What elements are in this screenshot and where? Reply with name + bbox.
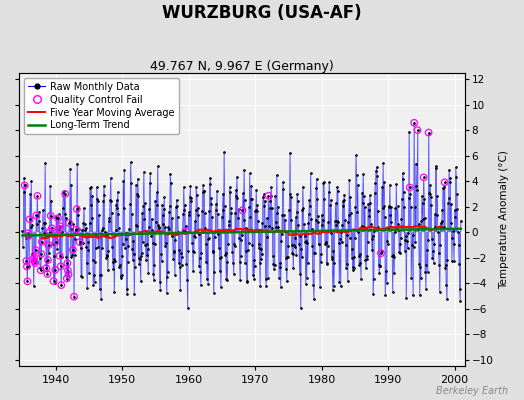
Point bbox=[70, 294, 78, 300]
Point bbox=[57, 282, 66, 288]
Legend: Raw Monthly Data, Quality Control Fail, Five Year Moving Average, Long-Term Tren: Raw Monthly Data, Quality Control Fail, … bbox=[24, 78, 179, 134]
Point bbox=[25, 233, 33, 239]
Point bbox=[181, 228, 190, 234]
Point bbox=[43, 271, 52, 277]
Point bbox=[24, 230, 32, 236]
Point bbox=[424, 129, 433, 136]
Point bbox=[30, 254, 38, 261]
Point bbox=[264, 192, 272, 199]
Point bbox=[37, 251, 46, 257]
Title: 49.767 N, 9.967 E (Germany): 49.767 N, 9.967 E (Germany) bbox=[150, 60, 334, 73]
Point bbox=[410, 120, 418, 126]
Point bbox=[38, 239, 46, 245]
Point bbox=[64, 272, 73, 278]
Point bbox=[54, 215, 62, 221]
Point bbox=[69, 247, 77, 253]
Point bbox=[377, 250, 385, 256]
Point bbox=[72, 226, 80, 233]
Point bbox=[406, 184, 414, 191]
Text: WURZBURG (USA-AF): WURZBURG (USA-AF) bbox=[162, 4, 362, 22]
Point bbox=[31, 247, 40, 253]
Y-axis label: Temperature Anomaly (°C): Temperature Anomaly (°C) bbox=[499, 150, 509, 289]
Point bbox=[65, 220, 73, 226]
Point bbox=[42, 265, 50, 271]
Point bbox=[419, 174, 428, 181]
Point bbox=[57, 263, 65, 270]
Point bbox=[51, 238, 60, 245]
Point bbox=[56, 253, 64, 259]
Point bbox=[30, 258, 39, 265]
Point bbox=[61, 191, 69, 197]
Point bbox=[33, 193, 41, 199]
Point bbox=[64, 267, 72, 274]
Point bbox=[73, 206, 81, 212]
Point bbox=[49, 278, 58, 284]
Point bbox=[22, 258, 30, 264]
Point bbox=[47, 212, 55, 219]
Point bbox=[413, 127, 422, 133]
Point bbox=[23, 278, 31, 284]
Point bbox=[238, 207, 247, 214]
Point bbox=[23, 263, 31, 270]
Point bbox=[26, 216, 34, 222]
Point bbox=[51, 267, 59, 273]
Point bbox=[63, 260, 72, 266]
Point bbox=[31, 260, 39, 266]
Point bbox=[45, 242, 53, 248]
Point bbox=[56, 223, 64, 229]
Point bbox=[37, 267, 45, 274]
Point bbox=[20, 182, 29, 189]
Point bbox=[55, 226, 63, 233]
Point bbox=[63, 275, 71, 282]
Point bbox=[32, 212, 40, 218]
Point bbox=[44, 257, 52, 263]
Text: Berkeley Earth: Berkeley Earth bbox=[436, 386, 508, 396]
Point bbox=[46, 228, 54, 235]
Point bbox=[75, 239, 84, 245]
Point bbox=[441, 179, 449, 186]
Point bbox=[48, 225, 56, 232]
Point bbox=[29, 256, 37, 263]
